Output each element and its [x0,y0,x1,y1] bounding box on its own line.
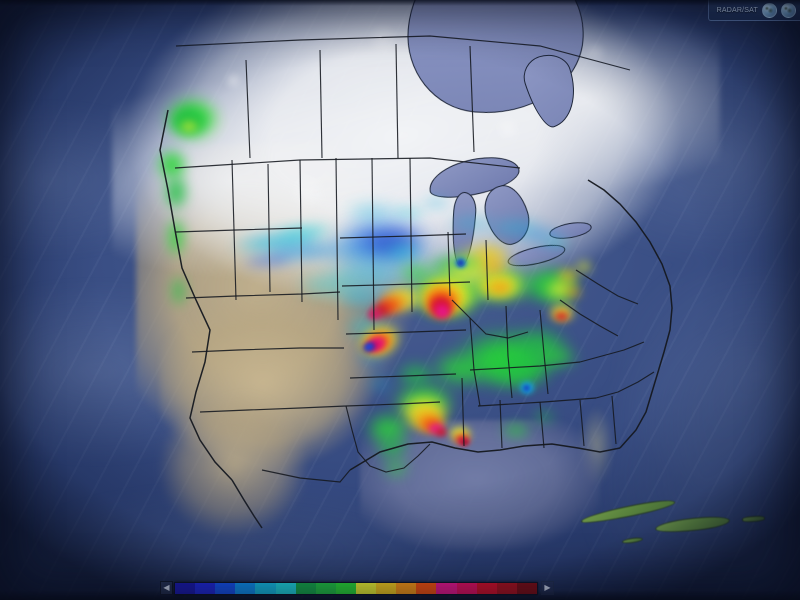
radar-echo-cell [552,309,572,323]
legend-right-marker[interactable]: ▶ [541,581,554,595]
radar-echo-cell [528,342,584,372]
radar-echo-cell [440,213,504,234]
hud-status-label: RADAR/SAT [716,6,758,14]
status-hud-panel: RADAR/SAT [707,0,800,21]
legend-swatch-5[interactable] [275,583,296,594]
radar-echo-cell [572,258,596,276]
radar-echo-cell [392,360,440,390]
legend-swatch-0[interactable] [175,583,196,594]
legend-swatch-4[interactable] [255,583,276,594]
radar-echo-cell [160,168,192,216]
legend-swatch-16[interactable] [496,583,517,594]
reflectivity-color-scale[interactable] [174,582,538,595]
radar-echo-cell [528,408,560,426]
legend-swatch-2[interactable] [215,583,236,594]
globe-night-icon[interactable] [781,2,796,18]
legend-swatch-14[interactable] [456,583,477,594]
radar-echo-cell [484,279,516,297]
legend-swatch-6[interactable] [295,583,316,594]
legend-swatch-3[interactable] [235,583,256,594]
legend-swatch-10[interactable] [376,583,397,594]
legend-swatch-17[interactable] [516,583,537,594]
legend-swatch-9[interactable] [355,583,377,594]
radar-echo-cell [416,195,456,211]
radar-echo-cell [176,117,202,137]
legend-left-marker[interactable]: ◀ [160,581,173,595]
radar-echo-cell [536,234,576,252]
radar-echo-cell [164,210,188,264]
radar-echo-cell [168,270,189,312]
legend-swatch-8[interactable] [335,583,356,594]
globe-view-icon[interactable] [762,2,777,18]
radar-echo-cell [455,258,466,268]
legend-swatch-15[interactable] [476,583,497,594]
radar-echo-cell [380,456,412,480]
radar-echo-cell [392,261,440,285]
radar-echo-cell [496,420,536,441]
legend-swatch-7[interactable] [315,583,336,594]
legend-swatch-13[interactable] [436,583,457,594]
legend-swatch-11[interactable] [396,583,417,594]
radar-echo-cell [432,303,453,321]
legend-swatch-12[interactable] [416,583,437,594]
legend-swatch-1[interactable] [195,583,216,594]
